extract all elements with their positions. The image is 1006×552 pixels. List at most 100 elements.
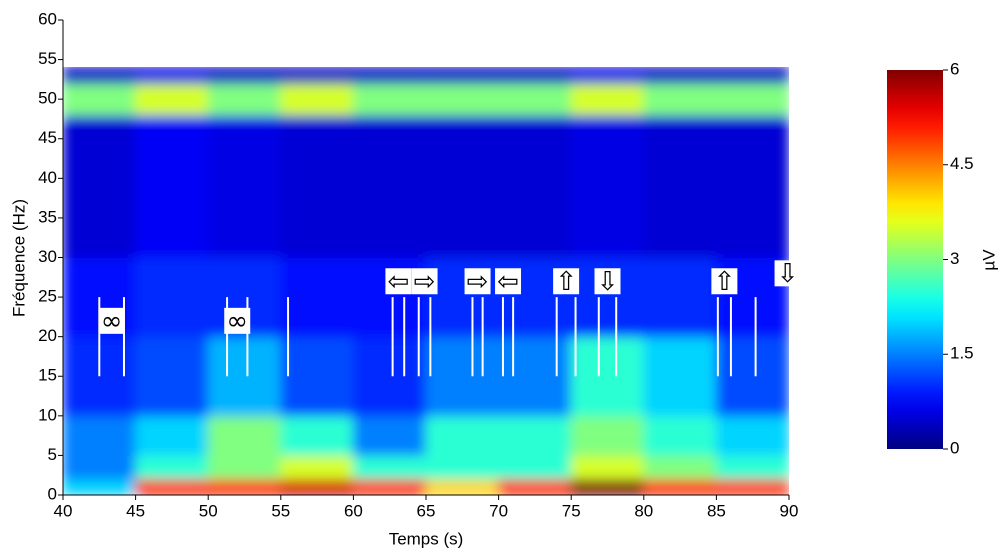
colorbar-tick-label: 0 — [950, 438, 959, 457]
y-tick-label: 20 — [38, 326, 57, 345]
event-label: ⇩ — [777, 259, 799, 289]
heat-cell — [715, 478, 789, 495]
colorbar-tick-label: 6 — [950, 59, 959, 78]
heat-cell — [352, 454, 427, 480]
event-icon-box — [553, 268, 580, 295]
heat-cell — [207, 454, 282, 480]
heat-cell — [715, 454, 789, 480]
heat-cell — [643, 67, 717, 84]
heat-cell — [207, 82, 282, 116]
y-axis-label: Fréquence (Hz) — [9, 199, 28, 317]
heat-cell — [207, 114, 282, 258]
heat-cell — [63, 415, 137, 456]
x-tick-label: 65 — [417, 501, 436, 520]
x-tick-label: 60 — [344, 501, 363, 520]
heat-cell — [280, 82, 354, 116]
x-tick-label: 40 — [54, 501, 73, 520]
heat-cell — [570, 114, 645, 258]
event-icon-box — [98, 307, 125, 334]
event-icon-box — [464, 268, 491, 295]
x-tick-label: 70 — [489, 501, 508, 520]
event-icon-box — [224, 307, 251, 334]
heat-cell — [715, 67, 789, 84]
heat-cell — [498, 454, 572, 480]
heat-cell — [643, 415, 717, 456]
event-label: ⇧ — [713, 267, 735, 297]
heat-cell — [570, 336, 645, 417]
event-label: ⇦ — [497, 267, 519, 297]
heat-cell — [63, 114, 137, 258]
x-tick-label: 50 — [199, 501, 218, 520]
y-tick-label: 55 — [38, 49, 57, 68]
heat-cell — [280, 114, 354, 258]
heat-cell — [352, 415, 427, 456]
heat-cell — [425, 478, 500, 495]
heat-cell — [498, 82, 572, 116]
x-tick-label: 90 — [780, 501, 799, 520]
event-label: ⇨ — [414, 267, 436, 297]
heat-cell — [498, 415, 572, 456]
heat-cell — [135, 82, 209, 116]
heat-cell — [135, 415, 209, 456]
heat-cell — [643, 336, 717, 417]
heat-cell — [135, 478, 209, 495]
y-tick-label: 45 — [38, 128, 57, 147]
heat-cell — [280, 336, 354, 417]
heat-cell — [570, 478, 645, 495]
heat-cell — [135, 336, 209, 417]
x-tick-label: 85 — [707, 501, 726, 520]
heat-cell — [715, 415, 789, 456]
heat-cell — [352, 336, 427, 417]
spectrogram — [63, 67, 789, 495]
heat-cell — [570, 454, 645, 480]
event-icon-box — [495, 268, 522, 295]
heat-cell — [570, 82, 645, 116]
heat-cell — [425, 336, 500, 417]
heat-cell — [352, 82, 427, 116]
heat-cell — [498, 336, 572, 417]
event-label: ⇦ — [388, 267, 410, 297]
heat-cell — [135, 114, 209, 258]
heat-cell — [135, 67, 209, 84]
heat-cell — [280, 67, 354, 84]
heat-cell — [207, 67, 282, 84]
event-icon-box — [711, 268, 738, 295]
heat-cell — [135, 257, 209, 338]
heat-cell — [63, 82, 137, 116]
event-label: ⇨ — [467, 267, 489, 297]
colorbar-label: µV — [979, 249, 998, 271]
y-tick-label: 15 — [38, 366, 57, 385]
heat-cell — [498, 478, 572, 495]
heat-cell — [135, 454, 209, 480]
heat-cell — [280, 478, 354, 495]
heat-cell — [643, 114, 717, 258]
heat-cell — [498, 114, 572, 258]
y-tick-label: 30 — [38, 247, 57, 266]
heat-cell — [352, 478, 427, 495]
event-label: ⇩ — [597, 267, 619, 297]
heat-cell — [570, 67, 645, 84]
heat-cell — [63, 67, 137, 84]
heat-cell — [425, 114, 500, 258]
y-tick-label: 10 — [38, 405, 57, 424]
heat-cell — [570, 415, 645, 456]
heat-cell — [63, 454, 137, 480]
heat-cell — [63, 478, 137, 495]
y-tick-label: 25 — [38, 287, 57, 306]
heat-cell — [207, 415, 282, 456]
y-tick-label: 35 — [38, 207, 57, 226]
y-tick-label: 60 — [38, 9, 57, 28]
heat-cell — [425, 82, 500, 116]
y-tick-label: 5 — [48, 445, 57, 464]
heat-cell — [280, 454, 354, 480]
x-axis-label: Temps (s) — [389, 529, 464, 548]
colorbar-tick-label: 4.5 — [950, 154, 974, 173]
heat-cell — [352, 67, 427, 84]
event-icon-box — [411, 268, 438, 295]
x-tick-label: 55 — [271, 501, 290, 520]
heat-cell — [715, 82, 789, 116]
heat-cell — [715, 114, 789, 258]
event-icon-box — [774, 260, 801, 287]
colorbar — [887, 70, 943, 449]
